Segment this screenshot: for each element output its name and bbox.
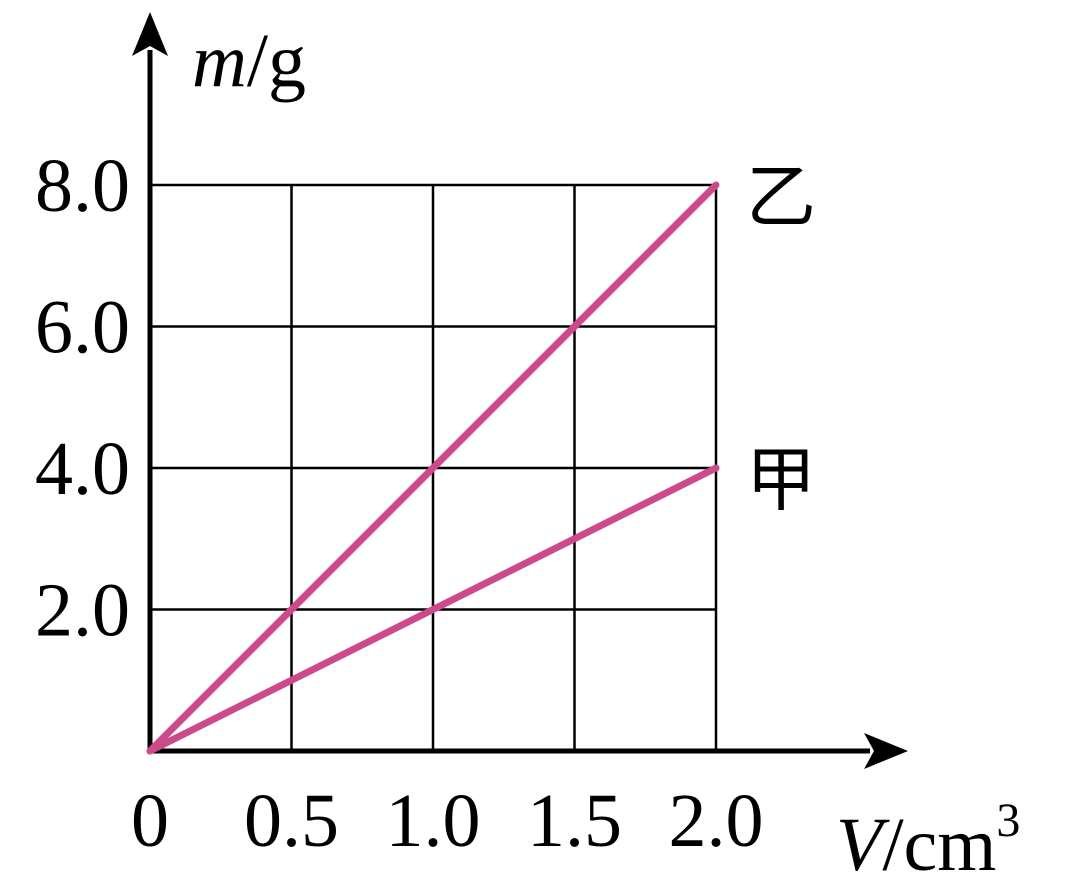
x-axis-label: V/cm3	[836, 794, 1020, 887]
series-label: 乙	[746, 156, 816, 238]
x-axis-arrow-icon	[864, 733, 908, 769]
x-tick-labels: 0 0.5 1.0 1.5 2.0	[131, 779, 764, 863]
series-lines	[146, 181, 720, 755]
y-tick-label: 4.0	[35, 427, 130, 511]
series-labels: 乙甲	[746, 156, 816, 521]
y-tick-label: 6.0	[35, 286, 130, 370]
axes	[132, 12, 908, 769]
series-line	[146, 181, 720, 755]
y-tick-labels: 2.0 4.0 6.0 8.0	[35, 144, 130, 653]
series-label: 甲	[746, 439, 816, 521]
y-tick-label: 8.0	[35, 144, 130, 228]
y-axis-symbol: m	[192, 19, 247, 103]
x-tick-label: 2.0	[669, 779, 764, 863]
x-tick-label: 0	[131, 779, 169, 863]
x-axis-symbol: V	[836, 803, 890, 887]
y-tick-label: 2.0	[35, 569, 130, 653]
y-axis-arrow-icon	[132, 12, 168, 56]
x-tick-label: 0.5	[244, 779, 339, 863]
x-tick-label: 1.0	[386, 779, 481, 863]
series-line	[146, 464, 720, 755]
y-axis-unit: /g	[247, 19, 306, 103]
x-axis-unit-exponent: 3	[996, 794, 1020, 847]
x-tick-label: 1.5	[527, 779, 622, 863]
y-axis-label: m/g	[192, 19, 306, 103]
x-axis-unit: /cm	[882, 803, 996, 887]
